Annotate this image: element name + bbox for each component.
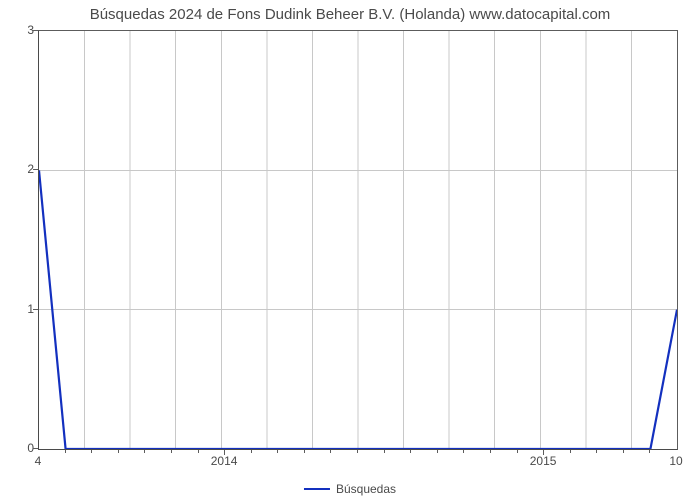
x-tick-label: 2014 [211,454,238,468]
y-tick-label: 0 [6,441,34,455]
y-tick-label: 3 [6,23,34,37]
plot-area [38,30,678,450]
chart-title: Búsquedas 2024 de Fons Dudink Beheer B.V… [0,6,700,23]
legend: Búsquedas [304,482,396,496]
x-edge-left: 4 [35,454,42,468]
line-chart: Búsquedas 2024 de Fons Dudink Beheer B.V… [0,0,700,500]
x-edge-right: 10 [669,454,682,468]
y-tick-label: 2 [6,162,34,176]
legend-label: Búsquedas [336,482,396,496]
y-tick-label: 1 [6,302,34,316]
x-tick-label: 2015 [530,454,557,468]
legend-swatch [304,488,330,490]
